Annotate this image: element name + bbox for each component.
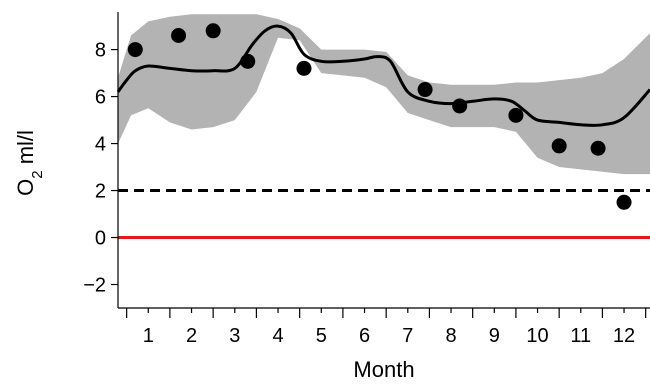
y-axis-title: O2 ml/l [13, 130, 46, 196]
y-tick-label: 2 [95, 181, 106, 203]
x-tick-label: 8 [445, 325, 456, 347]
y-tick-label: 6 [95, 87, 106, 109]
x-tick-label: 7 [402, 325, 413, 347]
data-point [452, 98, 468, 114]
data-point [508, 107, 524, 123]
mean-line [116, 24, 650, 127]
data-point [205, 23, 221, 39]
x-tick-label: 3 [229, 325, 240, 347]
x-tick-label: 12 [613, 325, 635, 347]
data-point [417, 82, 433, 98]
x-tick-label: 4 [272, 325, 283, 347]
y-tick-label: 4 [95, 134, 106, 156]
x-tick-label: 6 [359, 325, 370, 347]
data-point [551, 138, 567, 154]
x-tick-label: 2 [186, 325, 197, 347]
confidence-band [118, 14, 650, 175]
y-tick-label: −2 [83, 275, 106, 297]
y-axis-title-subscript: 2 [29, 170, 46, 178]
x-tick-label: 11 [570, 325, 591, 347]
data-point [240, 53, 256, 69]
data-point [590, 140, 606, 156]
data-point [127, 42, 143, 58]
x-tick-label: 10 [526, 325, 548, 347]
x-tick-label: 5 [316, 325, 327, 347]
y-axis-title-rest: ml/l [13, 130, 38, 170]
data-point [616, 194, 632, 210]
data-point [296, 60, 312, 76]
x-tick-label: 9 [489, 325, 500, 347]
y-tick-label: 0 [95, 228, 106, 250]
y-tick-label: 8 [95, 40, 106, 62]
y-axis-title-main: O [13, 179, 38, 196]
x-axis-title: Month [353, 357, 414, 382]
x-tick-label: 1 [143, 325, 154, 347]
data-point [171, 27, 187, 43]
